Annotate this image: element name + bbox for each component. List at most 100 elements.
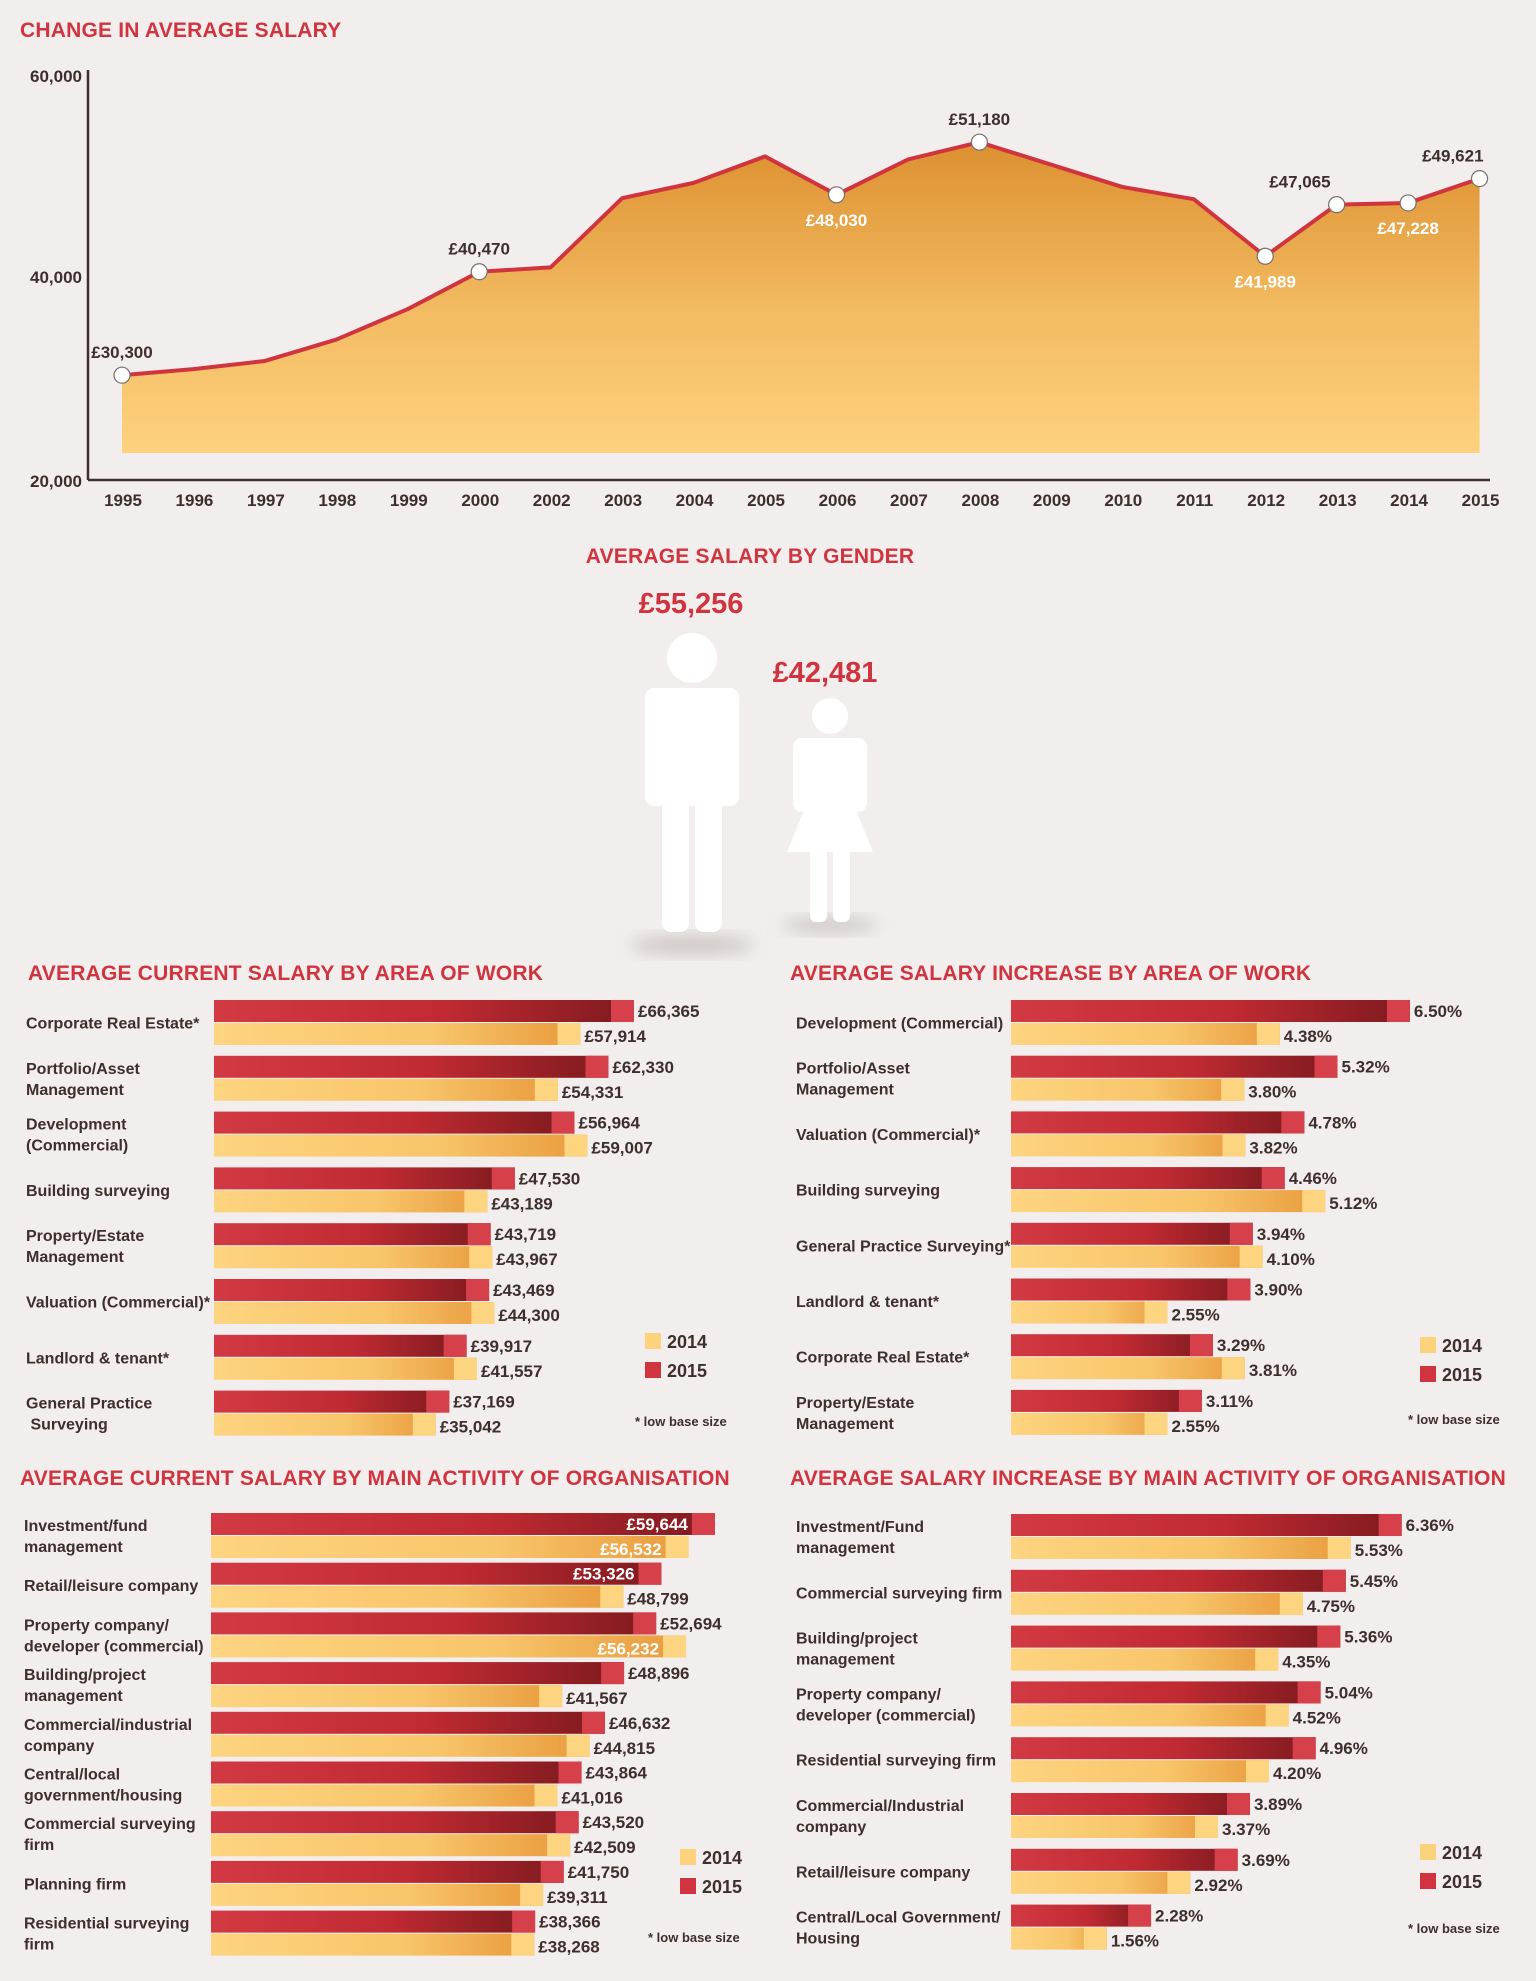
value-label-2015: 5.45% [1350, 1572, 1398, 1591]
value-label-2015: £56,964 [579, 1114, 641, 1133]
bar-2015 [1011, 1793, 1250, 1815]
legend: 2014 2015 [1420, 1843, 1482, 1892]
bar-2015 [1011, 1625, 1341, 1648]
bar-2014 [211, 1883, 544, 1906]
value-label-2014: 3.81% [1249, 1361, 1297, 1380]
legend-swatch-2015 [1420, 1873, 1436, 1889]
category-label-line: Surveying [26, 1417, 108, 1434]
bar-2015-cap [1214, 1848, 1238, 1871]
category-label-line: Portfolio/Asset [26, 1061, 140, 1078]
salary-line [121, 140, 1481, 378]
bar-2014-cap [566, 1734, 590, 1757]
category-label-line: company [796, 1819, 866, 1836]
category-label-line: Planning firm [24, 1876, 126, 1893]
category-label: General Practice Surveying [26, 1396, 152, 1434]
value-label-2015: £43,469 [493, 1281, 554, 1300]
bar-chart-4: AVERAGE CURRENT SALARY BY MAIN ACTIVITY … [20, 1467, 742, 1957]
data-point-label: £49,621 [1422, 147, 1483, 166]
legend-swatch-2014 [1420, 1844, 1436, 1860]
value-label-2015: 3.90% [1254, 1281, 1302, 1300]
bar-2014-cap [1144, 1301, 1168, 1324]
value-label-2015: 6.50% [1414, 1002, 1462, 1021]
category-label-line: Residential surveying [24, 1916, 189, 1933]
category-label: Retail/leisure company [796, 1864, 970, 1881]
category-label: Landlord & tenant* [796, 1294, 940, 1311]
x-tick-label: 1999 [390, 491, 428, 510]
bar-2014-cap [1246, 1760, 1269, 1783]
category-label-line: Building/project [796, 1631, 918, 1648]
category-label-line: Housing [796, 1931, 860, 1948]
value-label-2014: 3.80% [1248, 1083, 1296, 1102]
bar-2015 [211, 1860, 564, 1883]
value-label-2014: £54,331 [562, 1083, 623, 1102]
male-salary-label: £55,256 [639, 588, 744, 620]
bar-2014 [1011, 1078, 1245, 1101]
bar-2015 [1011, 1111, 1305, 1134]
bar-chart-3: AVERAGE SALARY INCREASE BY AREA OF WORK D… [790, 962, 1500, 1436]
category-label: Development (Commercial) [26, 1117, 128, 1155]
x-tick-label: 2005 [747, 491, 785, 510]
value-label-2014: 5.53% [1355, 1541, 1403, 1560]
bar-2015-cap [638, 1562, 662, 1585]
bar-2015-cap [558, 1761, 582, 1784]
bar-2015 [214, 1000, 634, 1022]
category-label-line: Commercial/Industrial [796, 1798, 964, 1815]
category-label: General Practice Surveying* [796, 1238, 1011, 1255]
bar-2015-cap [512, 1910, 536, 1933]
bar-2015-cap [467, 1223, 491, 1246]
bar-2015 [211, 1910, 536, 1933]
value-label-2014: £44,815 [594, 1739, 655, 1758]
value-label-2015: £52,694 [660, 1614, 722, 1633]
value-label-2014: £35,042 [440, 1418, 501, 1437]
category-label: Building surveying [26, 1183, 170, 1200]
category-label-line: Residential surveying firm [796, 1753, 996, 1770]
data-point-marker [1256, 247, 1274, 265]
value-label-2015: £43,719 [495, 1225, 556, 1244]
bar-2014-cap [534, 1078, 558, 1101]
value-label-2014: £44,300 [498, 1306, 559, 1325]
category-label: Development (Commercial) [796, 1016, 1003, 1033]
value-label-2015: £59,644 [626, 1515, 688, 1534]
value-label-2014: 4.20% [1273, 1764, 1321, 1783]
bar-2015-cap [1178, 1389, 1202, 1412]
category-label-line: management [24, 1688, 123, 1705]
category-label-line: Retail/leisure company [24, 1578, 198, 1595]
bar-2014 [214, 1134, 588, 1157]
category-label-line: Corporate Real Estate* [26, 1016, 200, 1033]
bar-chart-title: AVERAGE CURRENT SALARY BY AREA OF WORK [28, 962, 543, 985]
category-label: Portfolio/Asset Management [26, 1061, 140, 1099]
bar-2014 [1011, 1190, 1326, 1213]
legend: 2014 2015 [645, 1332, 707, 1381]
category-label: Valuation (Commercial)* [796, 1127, 981, 1144]
bar-2014 [214, 1357, 477, 1380]
bar-2014 [1011, 1537, 1351, 1559]
y-axis: 60,000 40,000 20,000 [30, 67, 1490, 491]
bar-2015-cap [1297, 1681, 1321, 1704]
category-label-line: firm [24, 1837, 54, 1854]
category-label-line: Property company/ [24, 1617, 169, 1634]
x-axis-labels: 1995 1996 1997 1998 1999 2000 2002 2003 2004 2005… [104, 491, 1499, 510]
category-label-line: management [796, 1540, 895, 1557]
category-label-line: Corporate Real Estate* [796, 1350, 970, 1367]
bar-2014-cap [412, 1413, 436, 1436]
category-label-line: management [796, 1652, 895, 1669]
x-tick-label: 2006 [819, 491, 857, 510]
legend-swatch-2015 [645, 1362, 661, 1378]
bar-2015 [211, 1612, 657, 1635]
value-label-2014: £41,016 [562, 1789, 623, 1808]
category-label-line: (Commercial) [26, 1138, 128, 1155]
category-label: Portfolio/Asset Management [796, 1061, 910, 1099]
plot-area: £30,300 £40,470 £48,030 £51,180 £41,989 £47,0… [91, 110, 1489, 453]
bar-2015-cap [1317, 1625, 1341, 1648]
category-label: Corporate Real Estate* [26, 1016, 200, 1033]
category-label-line: Landlord & tenant* [796, 1294, 940, 1311]
bar-2014-cap [1083, 1927, 1107, 1950]
bar-2014 [214, 1078, 558, 1101]
bar-2014 [211, 1685, 563, 1708]
x-tick-label: 2013 [1319, 491, 1357, 510]
bar-2014-cap [1255, 1648, 1279, 1671]
value-label-2015: £46,632 [609, 1714, 670, 1733]
value-label-2015: 5.32% [1341, 1058, 1389, 1077]
value-label-2014: £43,967 [496, 1250, 557, 1269]
value-label-2015: £47,530 [519, 1169, 580, 1188]
